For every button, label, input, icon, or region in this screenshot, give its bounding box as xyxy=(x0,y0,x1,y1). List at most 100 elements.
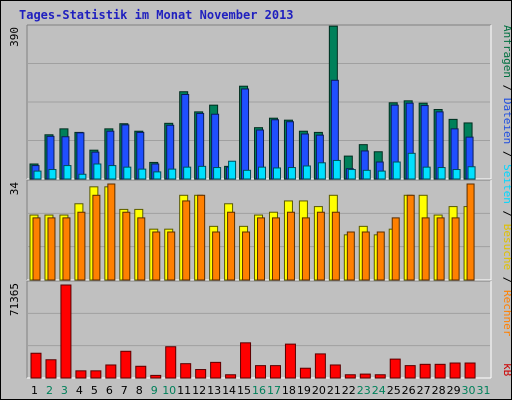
bar-kb-day-13 xyxy=(210,361,222,379)
bar-sites-day-2 xyxy=(47,217,56,281)
bar-pages-day-13 xyxy=(213,167,222,180)
bar-files-day-11 xyxy=(181,93,190,180)
bar-kb-day-3 xyxy=(60,284,72,379)
x-label-day-21: 21 xyxy=(327,384,341,397)
x-label-day-31: 31 xyxy=(477,384,491,397)
bar-pages-day-10 xyxy=(168,168,177,180)
bar-sites-day-24 xyxy=(376,231,385,281)
x-label-day-11: 11 xyxy=(177,384,191,397)
x-label-day-16: 16 xyxy=(252,384,266,397)
legend-entry-1: / xyxy=(501,78,511,98)
bar-sites-day-8 xyxy=(137,217,146,281)
bar-sites-day-21 xyxy=(331,211,340,281)
x-label-day-2: 2 xyxy=(46,384,53,397)
bar-pages-day-27 xyxy=(422,166,431,180)
bar-kb-day-5 xyxy=(90,370,102,379)
x-label-day-12: 12 xyxy=(192,384,206,397)
bar-pages-day-17 xyxy=(272,167,281,180)
x-label-day-30: 30 xyxy=(462,384,476,397)
bar-kb-day-19 xyxy=(299,367,311,379)
bar-sites-day-12 xyxy=(197,194,206,281)
x-label-day-10: 10 xyxy=(162,384,176,397)
bar-pages-day-14 xyxy=(228,160,237,180)
bar-kb-day-30 xyxy=(464,362,476,379)
x-label-day-23: 23 xyxy=(357,384,371,397)
bar-sites-day-22 xyxy=(346,231,355,281)
bar-pages-day-8 xyxy=(138,168,147,180)
bar-pages-day-30 xyxy=(467,166,476,180)
bar-pages-day-11 xyxy=(183,166,192,180)
bar-sites-day-15 xyxy=(242,231,251,281)
bar-pages-day-5 xyxy=(93,163,102,180)
bar-pages-day-20 xyxy=(317,162,326,180)
bar-pages-day-9 xyxy=(153,171,162,180)
bar-sites-day-16 xyxy=(257,217,266,281)
bar-kb-day-28 xyxy=(434,363,446,379)
bar-pages-day-16 xyxy=(258,166,267,180)
bar-sites-day-6 xyxy=(107,183,116,281)
legend-kb: kB xyxy=(501,363,511,377)
bar-kb-day-20 xyxy=(314,353,326,379)
bar-sites-day-3 xyxy=(62,217,71,281)
bar-kb-day-26 xyxy=(404,365,416,379)
bar-kb-day-21 xyxy=(329,364,341,379)
bar-pages-day-2 xyxy=(48,169,57,180)
x-label-day-18: 18 xyxy=(282,384,296,397)
bar-sites-day-19 xyxy=(301,217,310,281)
bar-kb-day-4 xyxy=(75,370,87,379)
bar-sites-day-1 xyxy=(32,217,41,281)
bar-sites-day-18 xyxy=(286,211,295,281)
right-legend: Anfragen / Dateien / Seiten / Besuche / … xyxy=(501,25,511,337)
bar-kb-day-14 xyxy=(225,374,237,379)
bar-sites-day-10 xyxy=(167,231,176,281)
legend-entry-7: / xyxy=(501,270,511,290)
x-label-day-3: 3 xyxy=(61,384,68,397)
bar-pages-day-29 xyxy=(452,169,461,180)
bar-sites-day-11 xyxy=(182,200,191,281)
bar-kb-day-12 xyxy=(195,369,207,379)
bar-pages-day-25 xyxy=(392,161,401,180)
bar-pages-day-21 xyxy=(332,159,341,180)
y-tick-max-visits: 34 xyxy=(8,182,21,196)
x-label-day-24: 24 xyxy=(372,384,386,397)
plot-panel-kbytes xyxy=(27,281,491,378)
bar-kb-day-18 xyxy=(284,343,296,379)
bar-sites-day-30 xyxy=(466,183,475,281)
bar-pages-day-1 xyxy=(33,170,42,180)
bar-sites-day-13 xyxy=(212,231,221,281)
bar-kb-day-6 xyxy=(105,364,117,379)
legend-entry-0: Anfragen xyxy=(501,25,511,78)
bar-kb-day-17 xyxy=(269,365,281,379)
bar-kb-day-2 xyxy=(45,359,57,379)
bar-kb-day-11 xyxy=(180,363,192,379)
bar-pages-day-15 xyxy=(243,169,252,180)
legend-entry-6: Besuche xyxy=(501,224,511,270)
x-label-day-15: 15 xyxy=(237,384,251,397)
bar-kb-day-9 xyxy=(150,374,162,379)
bar-pages-day-28 xyxy=(437,167,446,180)
bar-kb-day-15 xyxy=(240,342,252,379)
x-label-day-28: 28 xyxy=(432,384,446,397)
bar-sites-day-28 xyxy=(436,217,445,281)
x-label-day-6: 6 xyxy=(106,384,113,397)
x-label-day-17: 17 xyxy=(267,384,281,397)
legend-entry-5: / xyxy=(501,204,511,224)
x-label-day-29: 29 xyxy=(447,384,461,397)
bar-sites-day-5 xyxy=(92,194,101,281)
x-label-day-27: 27 xyxy=(417,384,431,397)
bar-kb-day-7 xyxy=(120,350,132,379)
bar-pages-day-6 xyxy=(108,165,117,180)
bar-sites-day-20 xyxy=(316,211,325,281)
x-label-day-20: 20 xyxy=(312,384,326,397)
bar-sites-day-29 xyxy=(451,217,460,281)
bar-pages-day-4 xyxy=(78,173,87,180)
x-label-day-9: 9 xyxy=(151,384,158,397)
bar-pages-day-24 xyxy=(377,170,386,180)
x-label-day-7: 7 xyxy=(121,384,128,397)
bar-pages-day-22 xyxy=(347,169,356,180)
bar-kb-day-22 xyxy=(344,374,356,379)
bar-kb-day-1 xyxy=(30,352,42,379)
bar-pages-day-26 xyxy=(407,152,416,180)
